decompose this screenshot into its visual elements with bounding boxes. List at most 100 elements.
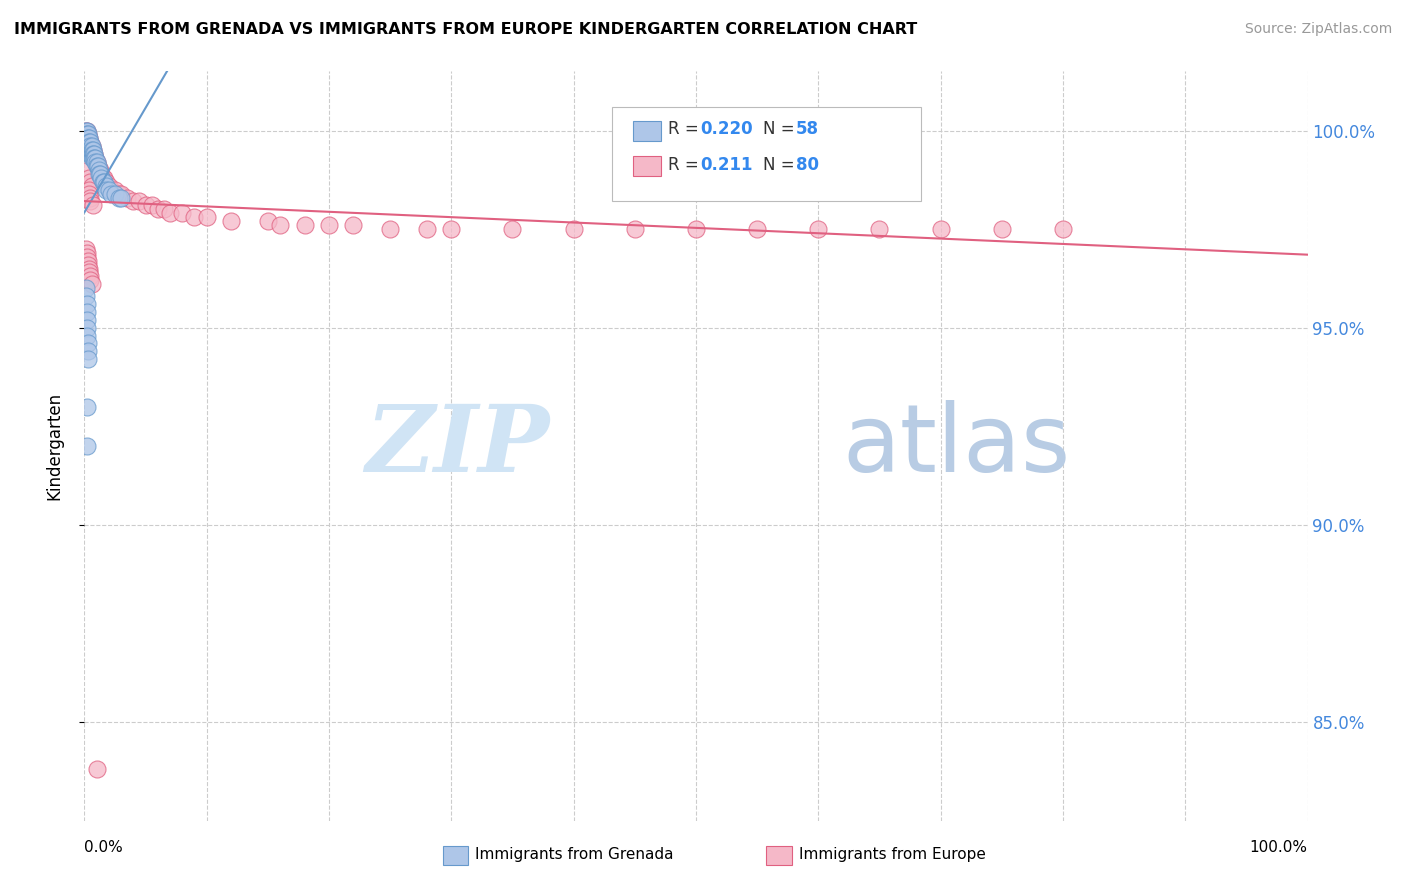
- Point: [77, 265, 100, 279]
- Point: [135, 198, 157, 212]
- Point: [77, 344, 100, 359]
- Text: 100.0%: 100.0%: [1250, 840, 1308, 855]
- Point: [91, 170, 114, 185]
- Point: [77, 136, 100, 150]
- Point: [75, 123, 97, 137]
- Point: [502, 222, 524, 236]
- Point: [342, 218, 364, 232]
- Text: 58: 58: [796, 120, 818, 138]
- Point: [79, 175, 101, 189]
- Point: [90, 167, 112, 181]
- Point: [77, 139, 100, 153]
- Point: [76, 250, 98, 264]
- Point: [77, 131, 100, 145]
- Point: [79, 273, 101, 287]
- Text: 0.211: 0.211: [700, 156, 752, 174]
- Point: [96, 175, 118, 189]
- Point: [77, 131, 100, 145]
- Point: [79, 136, 101, 150]
- Point: [104, 183, 127, 197]
- Point: [80, 143, 103, 157]
- Point: [93, 170, 115, 185]
- Point: [83, 147, 105, 161]
- Point: [76, 245, 98, 260]
- Point: [86, 155, 108, 169]
- Point: [77, 352, 100, 367]
- Point: [100, 186, 122, 201]
- Point: [76, 131, 98, 145]
- Point: [77, 139, 100, 153]
- Point: [624, 222, 647, 236]
- Point: [77, 261, 100, 276]
- Point: [84, 155, 107, 169]
- Point: [219, 214, 242, 228]
- Text: Source: ZipAtlas.com: Source: ZipAtlas.com: [1244, 22, 1392, 37]
- Point: [76, 128, 98, 142]
- Text: 0.0%: 0.0%: [84, 840, 124, 855]
- Point: [77, 258, 100, 272]
- Point: [76, 400, 98, 414]
- Point: [318, 218, 340, 232]
- Point: [83, 151, 105, 165]
- Point: [991, 222, 1014, 236]
- Point: [79, 190, 101, 204]
- Point: [80, 143, 103, 157]
- Point: [76, 136, 98, 150]
- Point: [89, 167, 111, 181]
- Text: N =: N =: [763, 120, 800, 138]
- Point: [76, 123, 98, 137]
- Point: [75, 242, 97, 256]
- Point: [807, 222, 830, 236]
- Point: [77, 170, 100, 185]
- Text: N =: N =: [763, 156, 800, 174]
- Point: [97, 178, 120, 193]
- Point: [107, 186, 129, 201]
- Point: [77, 131, 100, 145]
- Point: [87, 159, 110, 173]
- Point: [82, 143, 104, 157]
- Point: [82, 147, 104, 161]
- Point: [269, 218, 291, 232]
- Point: [153, 202, 176, 217]
- Point: [77, 186, 100, 201]
- Point: [83, 151, 105, 165]
- Point: [80, 147, 103, 161]
- Text: R =: R =: [668, 156, 704, 174]
- Point: [84, 151, 107, 165]
- Point: [77, 253, 100, 268]
- Point: [79, 143, 101, 157]
- Text: Immigrants from Grenada: Immigrants from Grenada: [475, 847, 673, 862]
- Point: [77, 128, 100, 142]
- Point: [82, 151, 104, 165]
- Point: [97, 183, 120, 197]
- Point: [84, 155, 107, 169]
- Point: [87, 159, 110, 173]
- Point: [77, 336, 100, 351]
- Point: [128, 194, 150, 209]
- Point: [172, 206, 194, 220]
- Point: [380, 222, 402, 236]
- Point: [75, 289, 97, 303]
- Point: [929, 222, 952, 236]
- Point: [96, 183, 118, 197]
- Point: [87, 167, 110, 181]
- Text: IMMIGRANTS FROM GRENADA VS IMMIGRANTS FROM EUROPE KINDERGARTEN CORRELATION CHART: IMMIGRANTS FROM GRENADA VS IMMIGRANTS FR…: [14, 22, 917, 37]
- Point: [562, 222, 585, 236]
- Point: [80, 178, 103, 193]
- Point: [77, 143, 100, 157]
- Point: [77, 163, 100, 178]
- Point: [83, 147, 105, 161]
- Point: [76, 305, 98, 319]
- Point: [110, 186, 132, 201]
- Point: [76, 328, 98, 343]
- Text: 0.220: 0.220: [700, 120, 752, 138]
- Point: [141, 198, 163, 212]
- Point: [79, 269, 101, 284]
- Point: [82, 143, 104, 157]
- Point: [84, 151, 107, 165]
- Point: [75, 123, 97, 137]
- Point: [107, 190, 129, 204]
- Point: [82, 147, 104, 161]
- Point: [86, 763, 108, 777]
- Point: [91, 175, 114, 189]
